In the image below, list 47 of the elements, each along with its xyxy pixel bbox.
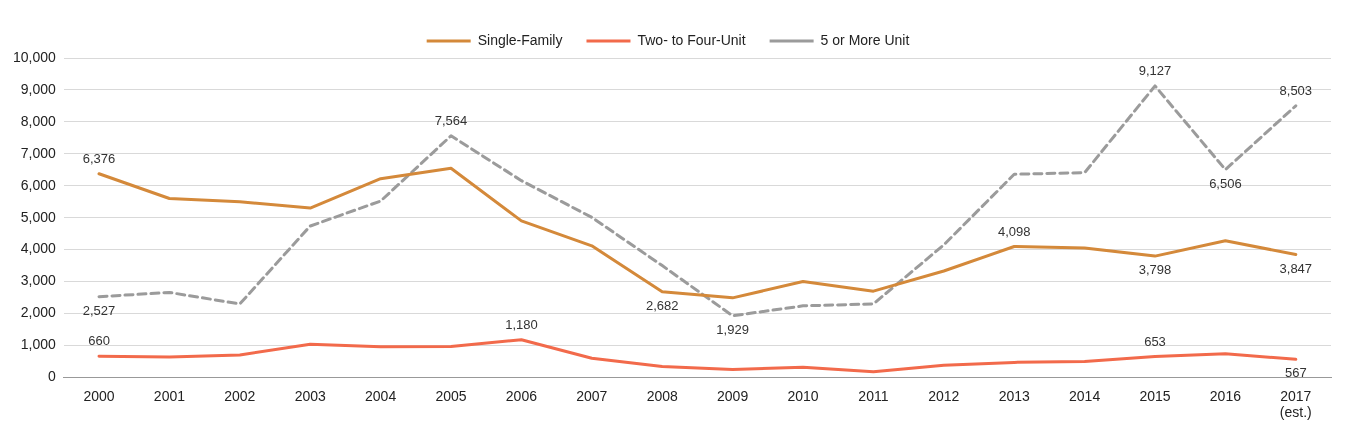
x-tick-label: 2012	[928, 387, 960, 404]
legend-label: 5 or More Unit	[820, 31, 910, 48]
data-label: 1,929	[716, 321, 749, 337]
data-label: 7,564	[434, 112, 468, 128]
y-tick-label: 4,000	[20, 240, 57, 257]
data-label: 653	[1144, 333, 1166, 349]
y-tick-label: 8,000	[20, 112, 57, 129]
x-tick-label: 2003	[294, 387, 326, 404]
data-label: 6,506	[1209, 175, 1242, 191]
x-tick-label: 2014	[1069, 387, 1101, 404]
x-tick-label: 2010	[787, 387, 819, 404]
y-tick-label: 1,000	[20, 336, 57, 353]
x-tick-label: 2005	[435, 387, 467, 404]
data-label: 4,098	[997, 223, 1031, 239]
y-tick-label: 2,000	[20, 304, 57, 321]
y-tick-label: 10,000	[12, 48, 57, 65]
x-tick-label: 2009	[717, 387, 749, 404]
x-tick-label: 2015	[1139, 387, 1171, 404]
legend-label: Two- to Four-Unit	[637, 31, 746, 48]
data-label: 660	[88, 333, 110, 349]
data-label: 2,682	[645, 297, 679, 313]
x-tick-label: 2006	[505, 387, 538, 404]
y-tick-label: 5,000	[20, 208, 57, 225]
x-tick-label: 2017 (est.)	[1279, 387, 1312, 421]
x-tick-label: 2008	[646, 387, 678, 404]
y-tick-label: 6,000	[20, 176, 57, 193]
y-tick-label: 0	[48, 368, 57, 385]
x-tick-label: 2002	[224, 387, 256, 404]
x-tick-label: 2007	[576, 387, 608, 404]
x-tick-label: 2011	[858, 387, 889, 404]
x-tick-label: 2000	[83, 387, 115, 404]
y-tick-label: 7,000	[20, 144, 57, 161]
data-label: 3,798	[1138, 262, 1172, 278]
data-label: 8,503	[1279, 82, 1313, 98]
data-label: 6,376	[82, 150, 116, 166]
data-label: 3,847	[1279, 260, 1313, 276]
x-tick-label: 2001	[153, 387, 186, 404]
data-label: 2,527	[82, 302, 116, 318]
x-tick-label: 2004	[365, 387, 397, 404]
data-label: 9,127	[1138, 62, 1172, 78]
legend-label: Single-Family	[477, 31, 563, 48]
x-tick-label: 2013	[998, 387, 1030, 404]
y-tick-label: 3,000	[20, 272, 57, 289]
data-label: 567	[1284, 365, 1307, 381]
y-tick-label: 9,000	[20, 80, 57, 97]
x-tick-label: 2016	[1209, 387, 1242, 404]
data-label: 1,180	[505, 316, 538, 332]
